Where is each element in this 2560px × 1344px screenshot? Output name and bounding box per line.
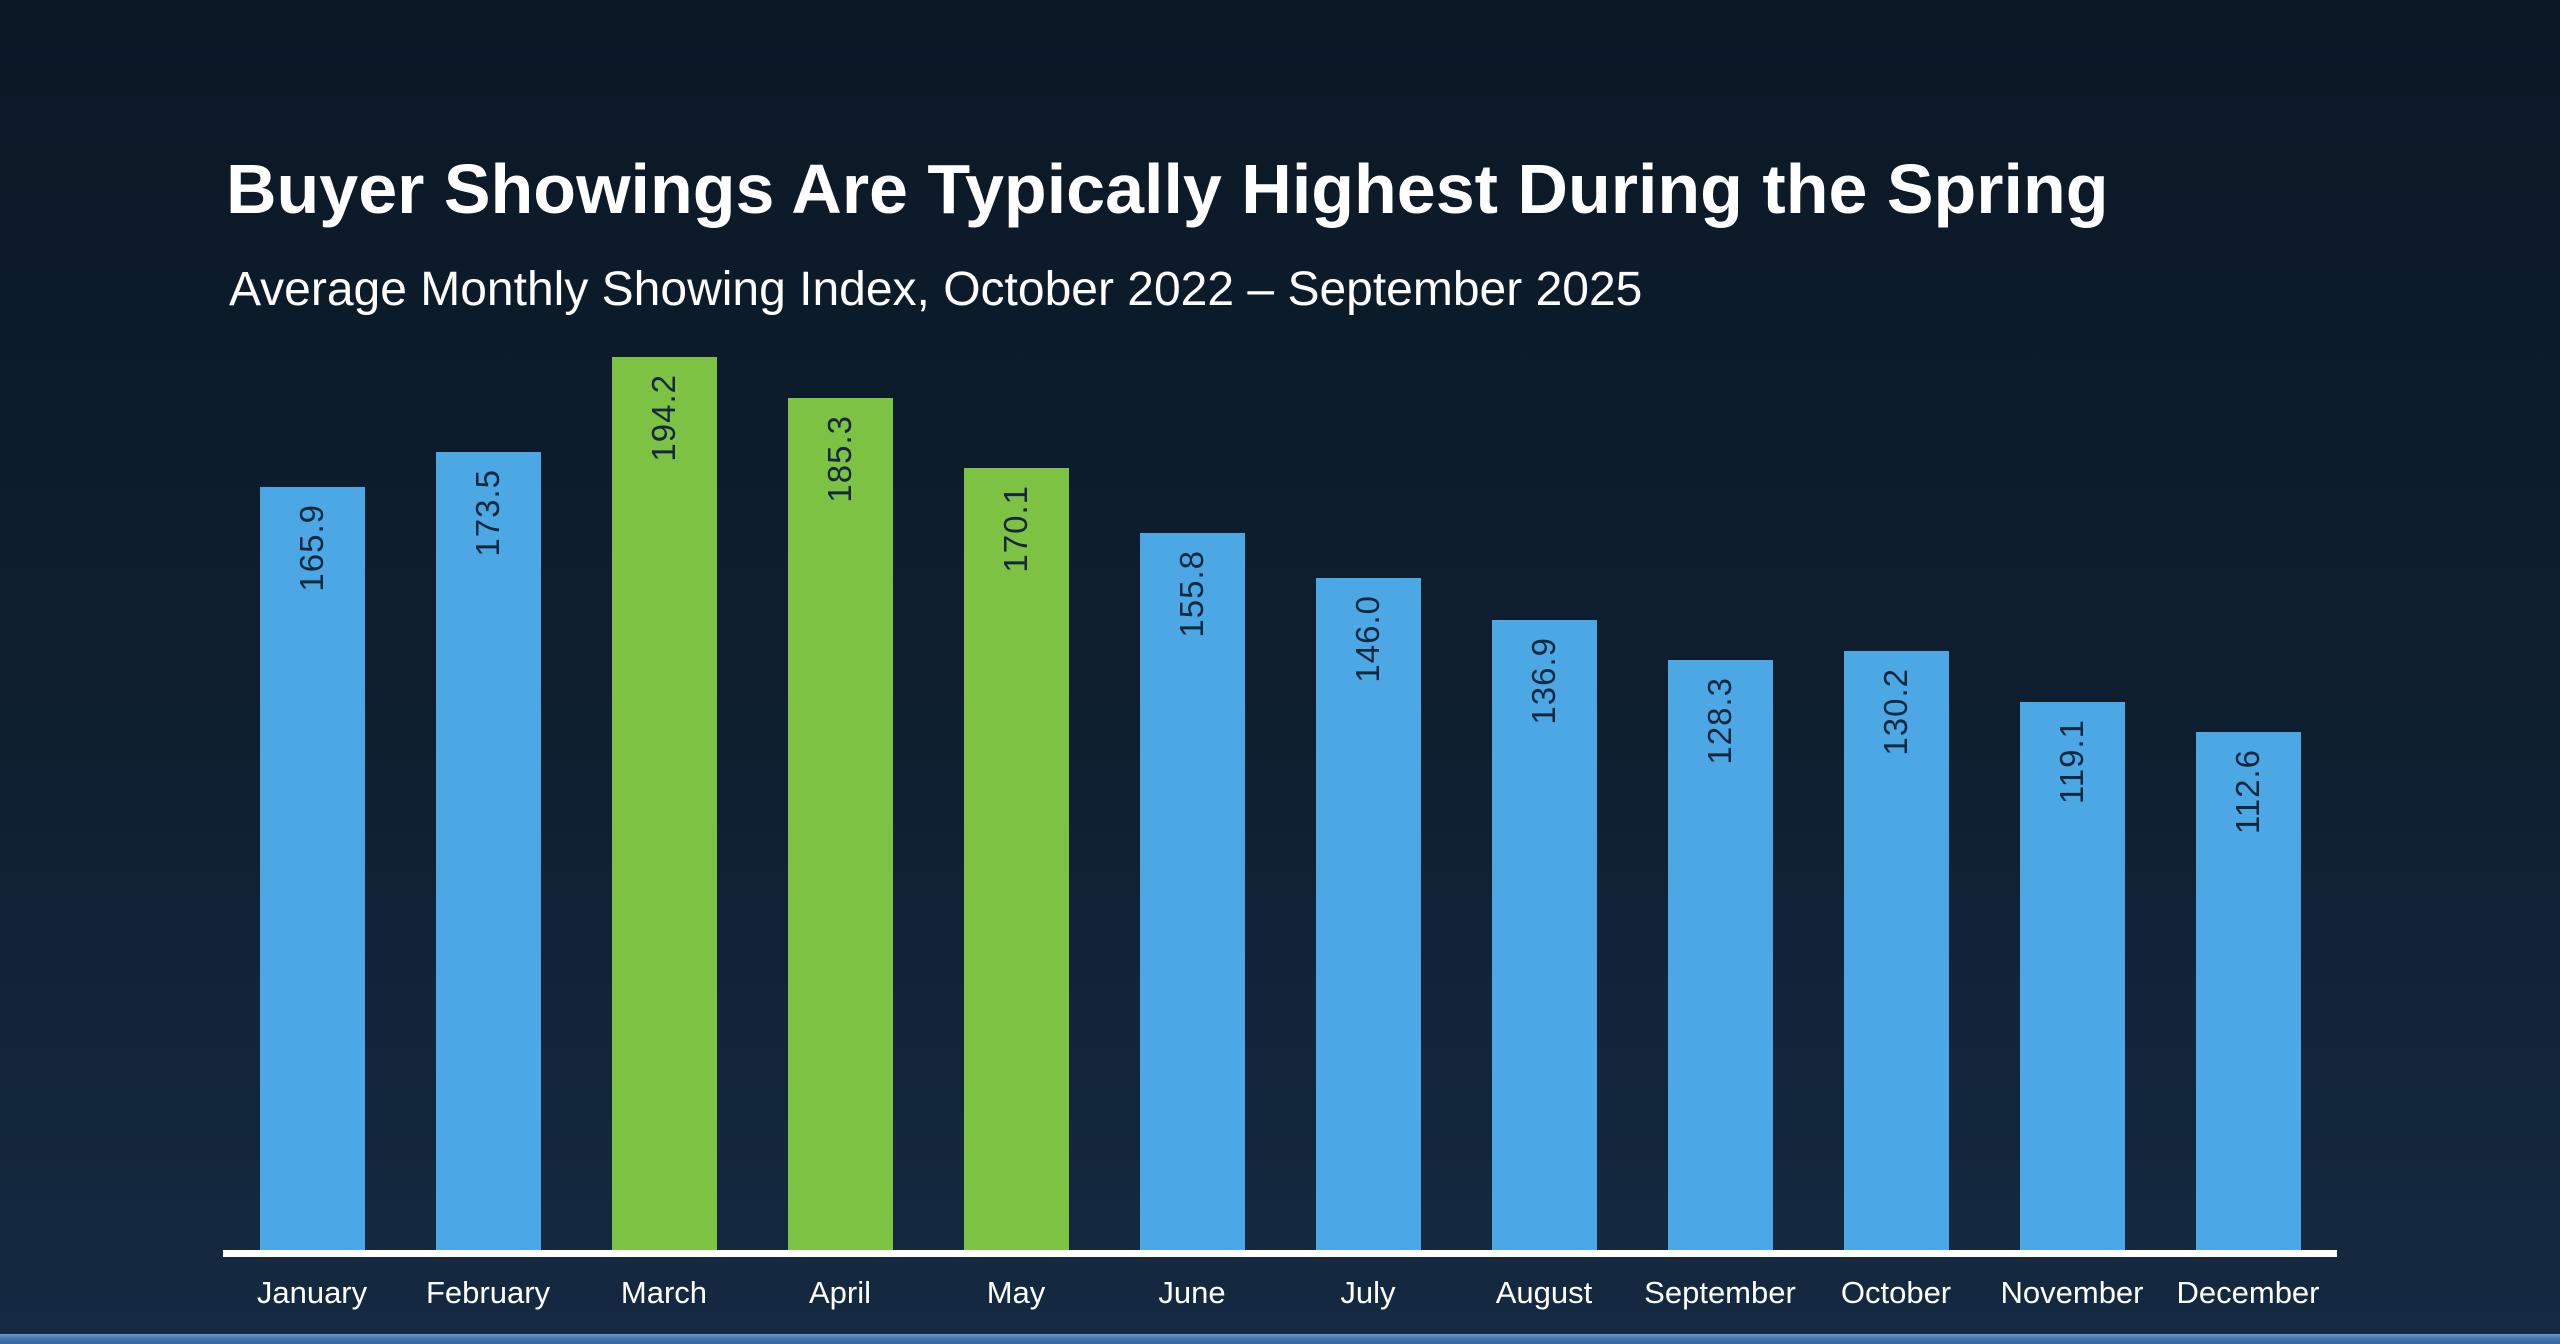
bar-september: 128.3 [1667,659,1773,1250]
bar-slot-august: 136.9 [1456,330,1632,1250]
bar-may: 170.1 [963,467,1069,1250]
bar-june: 155.8 [1139,533,1245,1250]
x-axis-label-july: July [1340,1275,1396,1310]
bar-value-label-june: 155.8 [1173,550,1210,638]
bar-slot-november: 119.1 [1984,330,2160,1250]
bar-october: 130.2 [1843,651,1949,1250]
bar-march: 194.2 [611,356,717,1250]
bar-slot-december: 112.6 [2160,330,2336,1250]
bar-slot-september: 128.3 [1632,330,1808,1250]
x-axis-label-december: December [2176,1275,2320,1310]
x-axis-label-march: March [620,1275,708,1310]
bar-value-label-december: 112.6 [2229,749,2266,835]
bar-january: 165.9 [259,486,365,1250]
bar-value-label-july: 146.0 [1349,595,1386,683]
x-axis-label-february: February [425,1275,551,1310]
bar-december: 112.6 [2195,732,2301,1250]
x-axis-line [223,1250,2337,1257]
bar-value-label-february: 173.5 [469,468,506,557]
bar-april: 185.3 [787,397,893,1250]
chart-subtitle: Average Monthly Showing Index, October 2… [229,262,1643,316]
bar-slot-may: 170.1 [928,330,1104,1250]
bar-july: 146.0 [1315,578,1421,1250]
bar-value-label-may: 170.1 [997,484,1034,573]
x-axis-labels: January February March April May June July Augu… [223,1273,2337,1313]
bar-slot-march: 194.2 [576,330,752,1250]
x-axis-label-april: April [808,1275,871,1310]
bar-february: 173.5 [435,451,541,1250]
bar-slot-july: 146.0 [1280,330,1456,1250]
footer-accent-bar [0,1334,2560,1344]
bar-value-label-september: 128.3 [1701,676,1738,765]
bar-slot-october: 130.2 [1808,330,1984,1250]
bar-value-label-january: 165.9 [293,503,330,592]
bar-slot-june: 155.8 [1104,330,1280,1250]
bar-august: 136.9 [1491,620,1597,1250]
bar-value-label-august: 136.9 [1525,637,1562,725]
bar-value-label-march: 194.2 [645,373,682,462]
x-axis-label-october: October [1840,1275,1952,1310]
bar-value-label-october: 130.2 [1877,668,1914,756]
chart-title: Buyer Showings Are Typically Highest Dur… [226,149,2109,228]
bar-value-label-april: 185.3 [821,414,858,503]
x-axis-label-november: November [2000,1275,2144,1310]
x-axis-label-august: August [1495,1275,1593,1310]
x-axis-label-september: September [1644,1275,1796,1310]
x-axis-label-january: January [256,1275,368,1310]
bar-chart: 165.9 173.5 194.2 185.3 170.1 155.8 146.0 136.9… [223,330,2337,1313]
bar-value-label-november: 119.1 [2053,719,2090,805]
plot-area: 165.9 173.5 194.2 185.3 170.1 155.8 146.0 136.9… [223,330,2337,1250]
x-axis-label-may: May [986,1275,1046,1310]
bar-slot-february: 173.5 [400,330,576,1250]
bar-november: 119.1 [2019,702,2125,1250]
bar-slot-april: 185.3 [752,330,928,1250]
bar-slot-january: 165.9 [224,330,400,1250]
x-axis-label-june: June [1158,1275,1226,1310]
